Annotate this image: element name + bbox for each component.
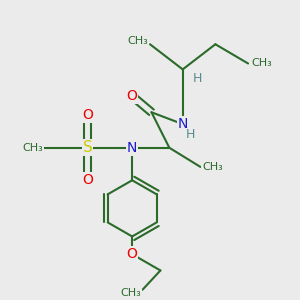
Text: H: H bbox=[193, 72, 202, 85]
Text: O: O bbox=[127, 247, 138, 261]
Text: S: S bbox=[83, 140, 92, 155]
Text: N: N bbox=[178, 117, 188, 131]
Text: N: N bbox=[127, 141, 137, 155]
Text: O: O bbox=[82, 173, 93, 187]
Text: CH₃: CH₃ bbox=[202, 162, 223, 172]
Text: O: O bbox=[82, 108, 93, 122]
Text: CH₃: CH₃ bbox=[22, 143, 43, 153]
Text: CH₃: CH₃ bbox=[251, 58, 272, 68]
Text: CH₃: CH₃ bbox=[128, 36, 148, 46]
Text: H: H bbox=[185, 128, 195, 141]
Text: CH₃: CH₃ bbox=[120, 288, 141, 298]
Text: O: O bbox=[127, 89, 138, 103]
